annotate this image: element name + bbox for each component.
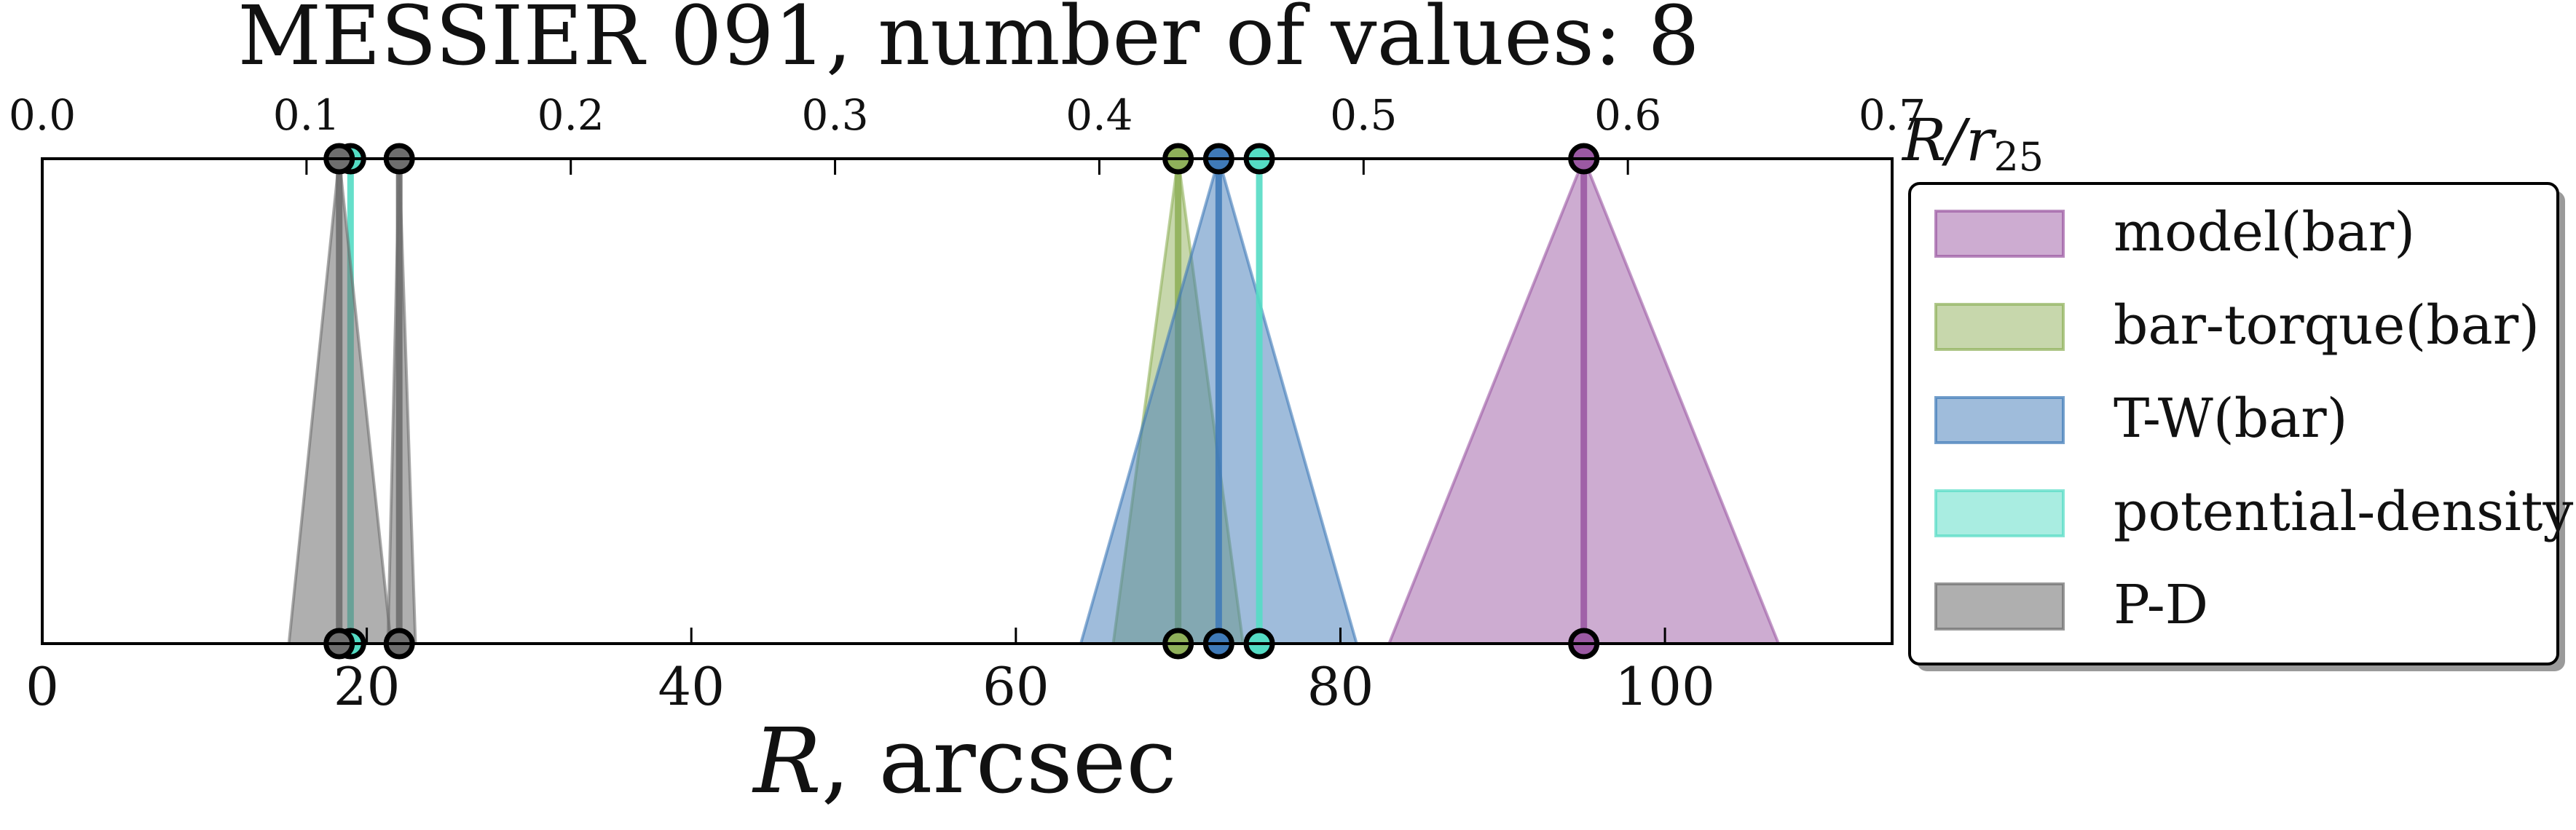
bottom-axis: 0 20 40 60 80 100 bbox=[25, 628, 1715, 717]
x-axis-label-italic: R bbox=[752, 709, 821, 814]
top-axis-label-main: R/r bbox=[1901, 106, 1997, 174]
legend-swatch-3 bbox=[1934, 489, 2065, 537]
top-tick-label-3: 0.3 bbox=[801, 90, 868, 140]
legend-label-1: bar-torque(bar) bbox=[2114, 294, 2540, 357]
top-tick-label-6: 0.6 bbox=[1594, 90, 1661, 140]
x-tick-label-5: 100 bbox=[1615, 656, 1714, 717]
legend-label-2: T-W(bar) bbox=[2114, 387, 2347, 450]
legend-label-0: model(bar) bbox=[2114, 201, 2415, 264]
top-tick-label-2: 0.2 bbox=[537, 90, 604, 140]
x-tick-label-3: 60 bbox=[982, 656, 1049, 717]
top-tick-label-4: 0.4 bbox=[1066, 90, 1133, 140]
top-tick-label-7: 0.7 bbox=[1859, 90, 1926, 140]
legend-items: model(bar) bar-torque(bar) T-W(bar) potenti… bbox=[1934, 201, 2574, 636]
x-tick-label-0: 0 bbox=[25, 656, 59, 717]
legend-label-4: P-D bbox=[2114, 574, 2208, 636]
x-tick-label-4: 80 bbox=[1307, 656, 1374, 717]
chart-title: MESSIER 091, number of values: 8 bbox=[237, 0, 1699, 84]
legend-swatch-0 bbox=[1934, 210, 2065, 258]
legend: model(bar) bar-torque(bar) T-W(bar) potenti… bbox=[1908, 182, 2574, 671]
top-axis-label-sub: 25 bbox=[1993, 134, 2044, 180]
top-axis: 0.0 0.1 0.2 0.3 0.4 0.5 0.6 0.7 bbox=[9, 90, 1926, 175]
plot-frame bbox=[41, 157, 1894, 645]
x-axis-label-rest: , arcsec bbox=[822, 709, 1177, 814]
x-axis-label: R, arcsec bbox=[752, 709, 1176, 814]
plot-area bbox=[287, 143, 1781, 660]
legend-swatch-2 bbox=[1934, 396, 2065, 444]
top-tick-label-0: 0.0 bbox=[9, 90, 76, 140]
legend-frame bbox=[1908, 182, 2559, 665]
top-tick-label-5: 0.5 bbox=[1330, 90, 1397, 140]
legend-swatch-4 bbox=[1934, 582, 2065, 631]
legend-swatch-1 bbox=[1934, 303, 2065, 351]
legend-label-3: potential-density bbox=[2114, 481, 2574, 543]
x-tick-label-1: 20 bbox=[334, 656, 401, 717]
top-tick-label-1: 0.1 bbox=[273, 90, 340, 140]
x-tick-label-2: 40 bbox=[658, 656, 725, 717]
top-axis-label: R/r25 bbox=[1901, 106, 2044, 180]
